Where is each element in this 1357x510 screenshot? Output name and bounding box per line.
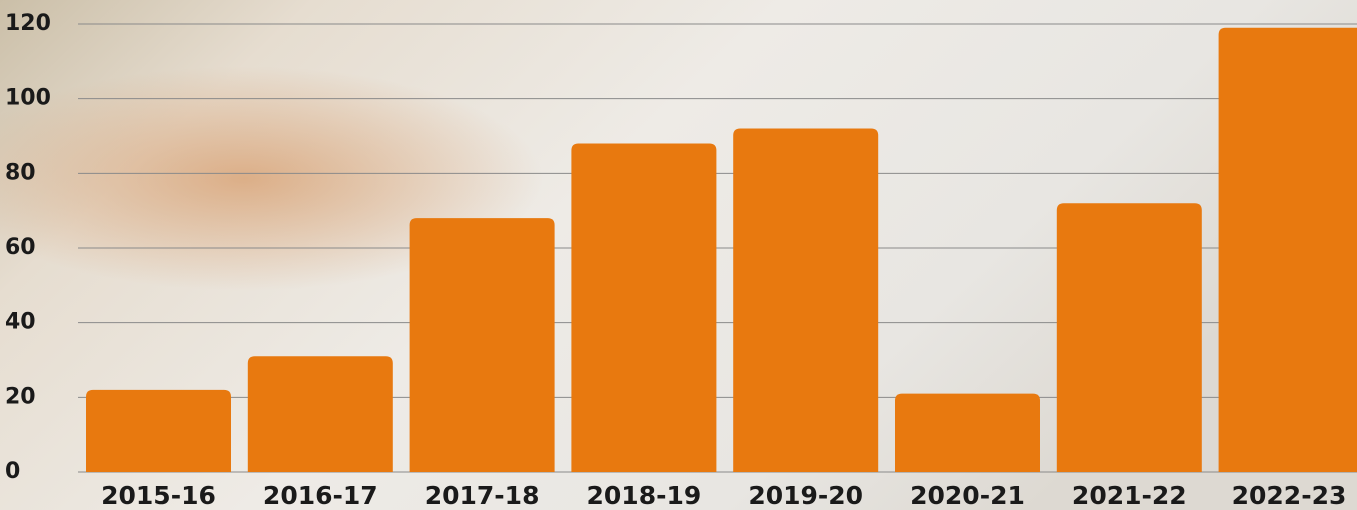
bar [571,143,717,472]
y-tick-label: 80 [5,160,36,185]
x-tick-label: 2015-16 [101,481,216,510]
x-tick-label: 2021-22 [1072,481,1187,510]
y-tick-label: 120 [5,11,51,36]
x-tick-label: 2020-21 [910,481,1025,510]
bar [86,389,231,472]
x-tick-label: 2019-20 [748,481,863,510]
x-tick-label: 2022-23 [1232,481,1347,510]
y-tick-label: 100 [5,86,51,111]
bar [409,218,555,472]
bar [733,128,879,473]
bar [1218,27,1357,472]
y-tick-label: 20 [5,384,36,409]
bar [247,356,393,472]
y-tick-label: 40 [5,310,36,335]
x-tick-label: 2016-17 [263,481,378,510]
y-tick-label: 0 [5,459,20,484]
x-tick-label: 2017-18 [425,481,540,510]
x-tick-label: 2018-19 [587,481,702,510]
bar [1056,203,1202,472]
y-tick-label: 60 [5,235,36,260]
bar [895,393,1040,472]
